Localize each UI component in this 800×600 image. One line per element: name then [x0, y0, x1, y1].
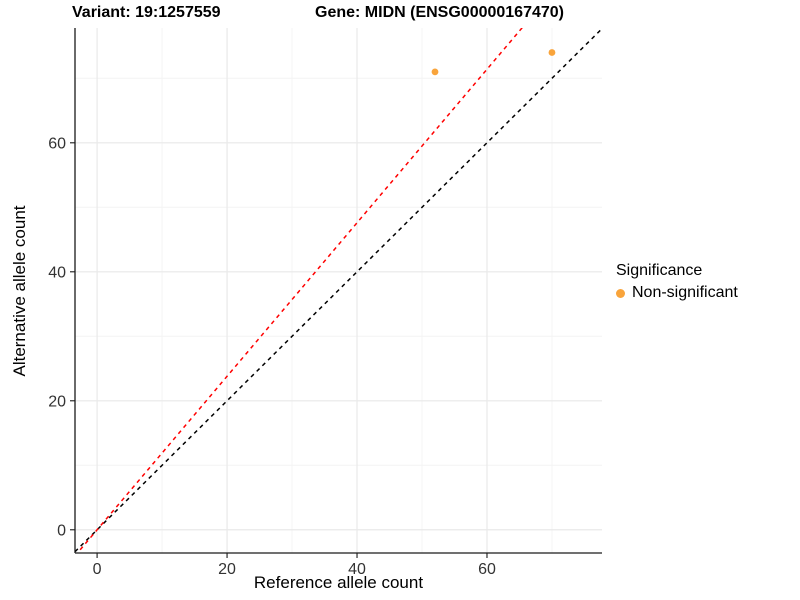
gene-title: Gene: MIDN (ENSG00000167470) [315, 4, 564, 21]
expected-ratio-line [76, 28, 523, 553]
x-tick-label: 60 [478, 561, 496, 578]
identity-line [75, 28, 602, 553]
x-tick-label: 40 [348, 561, 366, 578]
scatter-point [431, 68, 439, 76]
y-tick-label: 0 [57, 522, 66, 539]
y-tick-label: 60 [48, 135, 66, 152]
legend-title: Significance [616, 262, 703, 279]
legend: Significance Non-significant [616, 262, 738, 302]
y-tick-label: 40 [48, 264, 66, 281]
variant-title: Variant: 19:1257559 [72, 4, 221, 21]
x-axis-title: Reference allele count [253, 573, 424, 592]
legend-item: Non-significant [616, 284, 738, 302]
y-tick-label: 20 [48, 393, 66, 410]
x-tick-label: 0 [93, 561, 102, 578]
legend-point-icon [616, 288, 625, 298]
y-axis-title: Alternative allele count [10, 205, 29, 377]
scatter-point [548, 49, 556, 56]
legend-item-label: Non-significant [632, 284, 738, 301]
x-tick-label: 20 [218, 561, 236, 578]
